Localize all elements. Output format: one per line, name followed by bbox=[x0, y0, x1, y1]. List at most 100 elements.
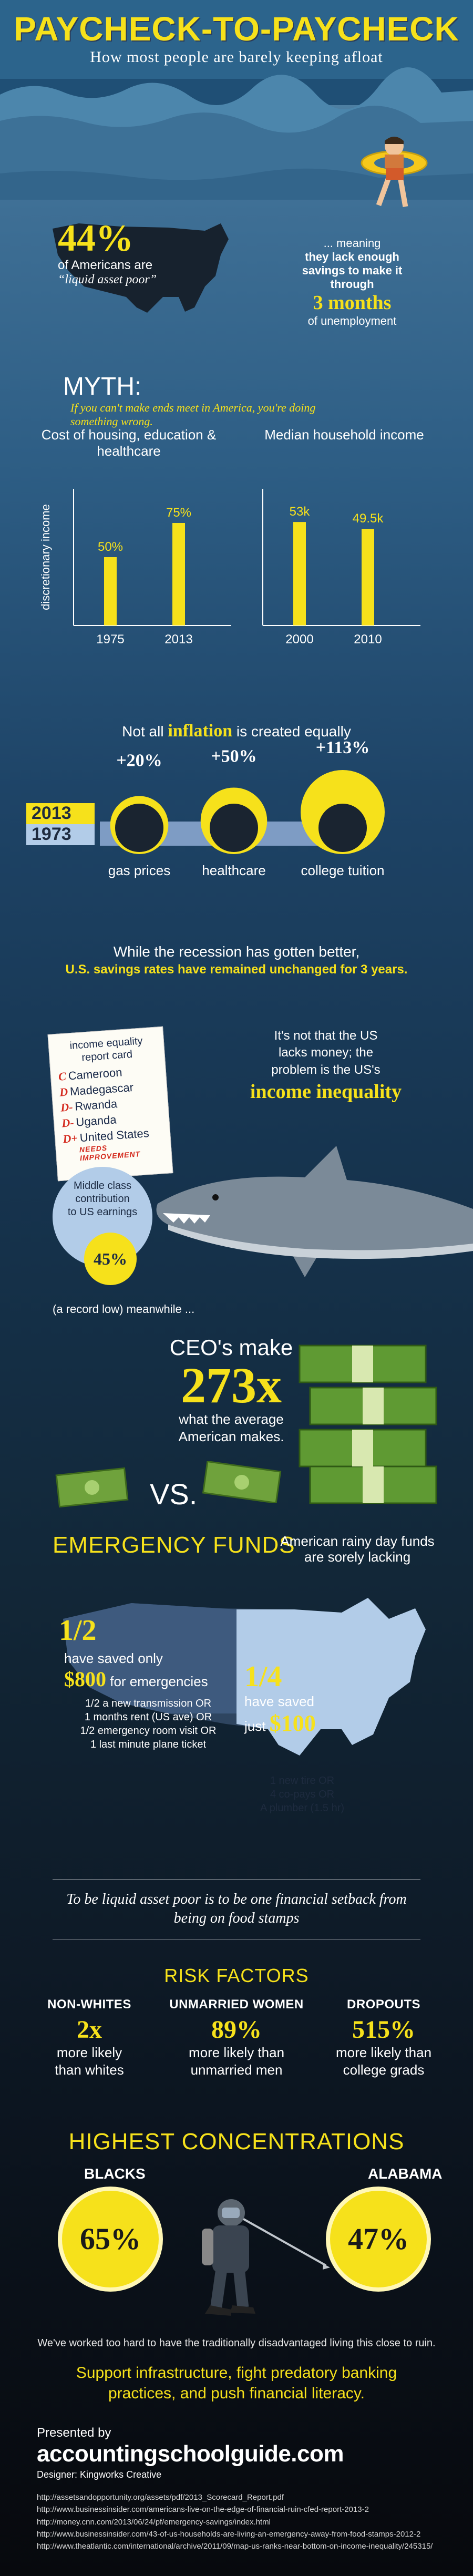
sources-list: http://assetsandopportunity.org/assets/p… bbox=[37, 2491, 447, 2552]
source-link[interactable]: http://assetsandopportunity.org/assets/p… bbox=[37, 2493, 284, 2502]
list-item: 1 months rent (US ave) OR bbox=[84, 1711, 212, 1723]
country: Rwanda bbox=[74, 1097, 118, 1114]
risk-item: UNMARRIED WOMEN 89% more likely than unm… bbox=[168, 1997, 305, 2078]
risk-item: DROPOUTS 515% more likely than college g… bbox=[315, 1997, 452, 2078]
closing-support: Support infrastructure, fight predatory … bbox=[76, 2364, 397, 2402]
report-card-title: income equality report card bbox=[69, 1035, 143, 1064]
risk-title: RISK FACTORS bbox=[164, 1965, 309, 1986]
alabama-value: 47% bbox=[326, 2187, 431, 2292]
half-text2: for emergencies bbox=[110, 1674, 208, 1690]
quarter-text1: have saved bbox=[244, 1694, 314, 1709]
liquid-poor-line2: “liquid asset poor” bbox=[58, 273, 157, 286]
floating-person-illustration bbox=[361, 137, 428, 207]
income-chart: 53k 2000 49.5k 2010 bbox=[262, 489, 420, 646]
bar bbox=[362, 529, 374, 625]
category-label: healthcare bbox=[202, 863, 265, 878]
liquid-poor-percent: 44% bbox=[58, 217, 133, 259]
risk-text: more likely than bbox=[335, 2045, 432, 2060]
site-link[interactable]: accountingschoolguide.com bbox=[37, 2441, 344, 2467]
myth-text: If you can't make ends meet in America, … bbox=[70, 401, 316, 428]
risk-text: college grads bbox=[343, 2061, 425, 2078]
bubble-1973 bbox=[318, 804, 367, 852]
half-saved-block: 1/2have saved only $800 for emergencies bbox=[59, 1614, 238, 1692]
inequality-line3: problem is the US's bbox=[271, 1062, 381, 1077]
inflation-word: inflation bbox=[168, 721, 233, 741]
source-link[interactable]: http://www.businessinsider.com/americans… bbox=[37, 2505, 369, 2515]
risk-text: than whites bbox=[55, 2061, 124, 2078]
source-link[interactable]: http://money.cnn.com/2013/06/24/pf/emerg… bbox=[37, 2517, 271, 2527]
risk-value: 2x bbox=[77, 2016, 102, 2044]
recession-line1: While the recession has gotten better, bbox=[113, 943, 360, 960]
inflation-chart: 2013 1973 +20% gas prices +50% healthcare +1… bbox=[26, 738, 385, 878]
blacks-label: BLACKS bbox=[84, 2166, 146, 2182]
source-link[interactable]: http://www.businessinsider.com/43-of-us-… bbox=[37, 2529, 421, 2539]
inflation-post: is created equally bbox=[236, 723, 351, 740]
data-label: +113% bbox=[316, 738, 370, 757]
legend-2013-box bbox=[26, 803, 95, 824]
ceo-block: CEO's make 273x what the average America… bbox=[147, 1335, 315, 1445]
tick-label: 1975 bbox=[96, 632, 124, 646]
alabama-label: ALABAMA bbox=[368, 2166, 443, 2182]
small-bill-icon bbox=[202, 1461, 282, 1503]
inequality-block: It's not that the US lacks money; the pr… bbox=[221, 1028, 431, 1105]
half-amount: $800 bbox=[64, 1667, 106, 1691]
risk-head: DROPOUTS bbox=[346, 1997, 420, 2011]
country: Madegascar bbox=[69, 1080, 134, 1098]
grade: D- bbox=[61, 1116, 75, 1130]
list-item: 1 new tire OR bbox=[270, 1775, 335, 1787]
risk-text: more likely bbox=[56, 2045, 122, 2060]
quarter-text2: just bbox=[244, 1718, 266, 1735]
page-title: PAYCHECK-TO-PAYCHECK bbox=[14, 10, 459, 48]
middle-class-circle: Middle class contribution to US earnings bbox=[53, 1167, 152, 1267]
risk-item: NON-WHITES 2x more likely than whites bbox=[21, 1997, 158, 2078]
risk-text: unmarried men bbox=[190, 2061, 283, 2078]
category-label: college tuition bbox=[301, 863, 385, 878]
country: Cameroon bbox=[67, 1065, 123, 1083]
risk-text: more likely than bbox=[188, 2045, 285, 2060]
meaning-line1: ... meaning bbox=[323, 237, 381, 250]
quarter-list: 1 new tire OR 4 co-pays OR A plumber (1.… bbox=[234, 1774, 371, 1815]
data-label: 53k bbox=[290, 505, 311, 519]
list-item: A plumber (1.5 hr) bbox=[260, 1802, 345, 1814]
ocean-surface-graphic bbox=[0, 0, 473, 200]
ceo-line1: CEO's make bbox=[169, 1335, 293, 1360]
risk-value: 89% bbox=[211, 2016, 262, 2044]
meaning-line3: savings to make it bbox=[302, 264, 403, 277]
inflation-pre: Not all bbox=[122, 723, 164, 740]
meaning-line4: through bbox=[330, 278, 374, 291]
liquid-poor-note: To be liquid asset poor is to be one fin… bbox=[53, 1879, 420, 1939]
middle-class-line2: contribution bbox=[75, 1193, 130, 1205]
usa-map-graphic bbox=[53, 223, 229, 313]
shark-illustration bbox=[156, 1146, 473, 1277]
risk-value: 515% bbox=[352, 2016, 415, 2044]
half-fraction: 1/2 bbox=[59, 1614, 97, 1647]
ceo-line2: what the average bbox=[179, 1411, 284, 1427]
inequality-line1: It's not that the US bbox=[274, 1029, 378, 1043]
source-link[interactable]: http://www.theatlantic.com/international… bbox=[37, 2542, 433, 2551]
bar bbox=[104, 557, 117, 625]
bubble-1973 bbox=[115, 804, 163, 852]
category-label: gas prices bbox=[108, 863, 171, 878]
tick-label: 2000 bbox=[285, 632, 313, 646]
half-text: have saved only $800 for emergencies bbox=[64, 1650, 208, 1692]
rainy-day-text: American rainy day funds are sorely lack… bbox=[280, 1533, 435, 1565]
list-item: 1/2 emergency room visit OR bbox=[80, 1725, 217, 1737]
country: Uganda bbox=[75, 1113, 117, 1129]
record-low-note: (a record low) meanwhile ... bbox=[53, 1302, 195, 1316]
diver-illustration bbox=[202, 2199, 330, 2316]
months-suffix: of unemployment bbox=[307, 314, 397, 327]
quarter-fraction: 1/4 bbox=[244, 1660, 282, 1693]
half-text1: have saved only bbox=[64, 1650, 163, 1666]
grade: D+ bbox=[62, 1131, 78, 1146]
header bbox=[0, 0, 473, 207]
middle-class-line3: to US earnings bbox=[67, 1206, 138, 1218]
data-label: +20% bbox=[116, 751, 162, 771]
chart1-title: Cost of housing, education & healthcare bbox=[41, 427, 217, 459]
grade: D- bbox=[60, 1100, 74, 1114]
ceo-multiple: 273x bbox=[181, 1357, 282, 1413]
chart2-title: Median household income bbox=[264, 427, 424, 443]
myth-block: MYTH:If you can't make ends meet in Amer… bbox=[63, 372, 441, 428]
myth-label: MYTH: bbox=[63, 373, 142, 401]
list-item: 4 co-pays OR bbox=[270, 1789, 335, 1800]
tick-label: 2013 bbox=[164, 632, 192, 646]
